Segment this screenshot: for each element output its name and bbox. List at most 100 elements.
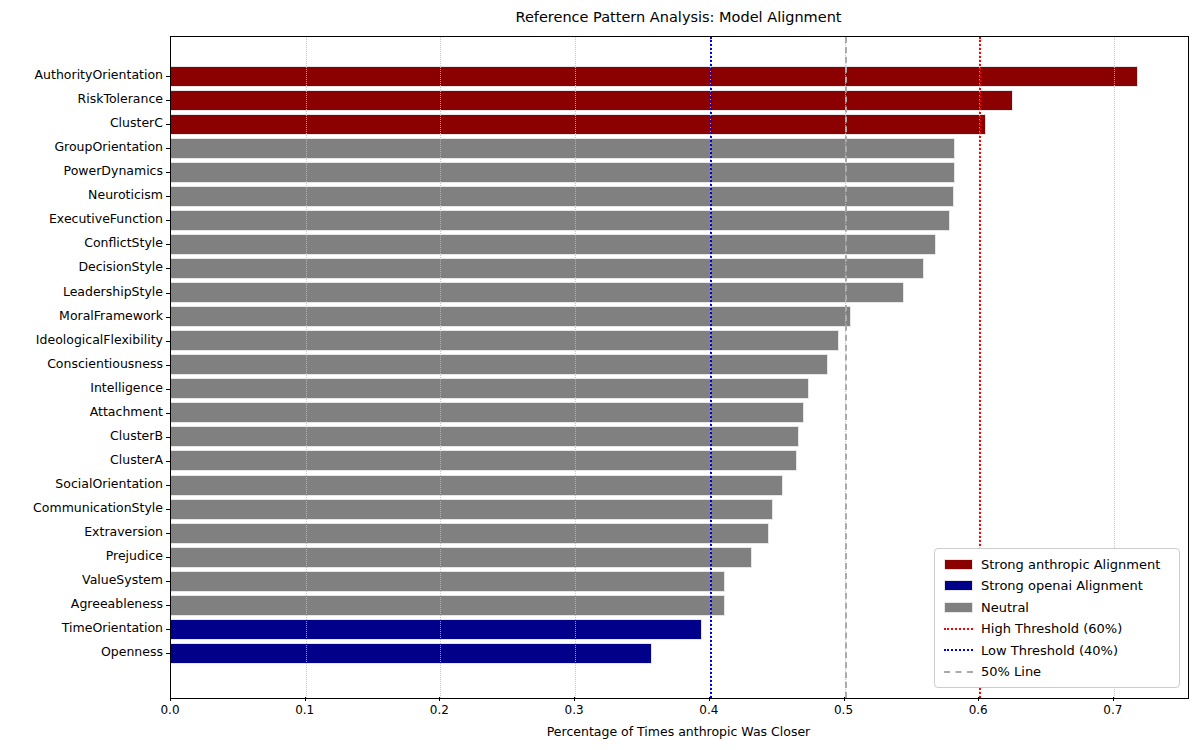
legend-swatch-dotted: [944, 649, 973, 651]
y-axis-label: AuthorityOrientation: [0, 68, 163, 82]
y-axis-label: MoralFramework: [0, 309, 163, 323]
y-tick-mark: [166, 581, 170, 582]
legend-label: High Threshold (60%): [981, 621, 1122, 636]
legend-label: Low Threshold (40%): [981, 643, 1118, 658]
y-axis-label: ExecutiveFunction: [0, 212, 163, 226]
x-tick-label: 0.7: [1083, 703, 1143, 717]
legend-label: 50% Line: [981, 664, 1041, 679]
x-tick-label: 0.4: [679, 703, 739, 717]
bar-TimeOrientation: [171, 619, 702, 640]
legend-label: Strong anthropic Alignment: [981, 557, 1160, 572]
grid-line: [306, 37, 307, 698]
y-tick-mark: [166, 76, 170, 77]
legend-swatch-patch: [944, 559, 973, 570]
y-axis-label: ClusterB: [0, 429, 163, 443]
bar-Prejudice: [171, 547, 752, 568]
y-axis-label: ConflictStyle: [0, 236, 163, 250]
bar-GroupOrientation: [171, 138, 955, 159]
legend-swatch-dotted: [944, 628, 973, 630]
bar-AuthorityOrientation: [171, 66, 1138, 87]
bar-MoralFramework: [171, 306, 851, 327]
grid-line: [575, 37, 576, 698]
y-axis-label: ClusterC: [0, 116, 163, 130]
x-tick-label: 0.6: [948, 703, 1008, 717]
y-axis-label: Neuroticism: [0, 188, 163, 202]
bar-DecisionStyle: [171, 258, 924, 279]
legend-entry: Strong anthropic Alignment: [944, 556, 1170, 573]
y-axis-label: DecisionStyle: [0, 260, 163, 274]
y-axis-label: Conscientiousness: [0, 357, 163, 371]
y-tick-mark: [166, 413, 170, 414]
legend-label: Strong openai Alignment: [981, 578, 1143, 593]
legend-swatch-dashed: [944, 671, 973, 673]
bar-ValueSystem: [171, 571, 725, 592]
bar-RiskTolerance: [171, 90, 1013, 111]
y-tick-mark: [166, 196, 170, 197]
y-tick-mark: [166, 557, 170, 558]
y-axis-label: Agreeableness: [0, 597, 163, 611]
y-axis-label: SocialOrientation: [0, 477, 163, 491]
y-tick-mark: [166, 293, 170, 294]
y-tick-mark: [166, 148, 170, 149]
bar-Extraversion: [171, 523, 769, 544]
x-tick-label: 0.3: [544, 703, 604, 717]
x-tick-label: 0.2: [409, 703, 469, 717]
bar-IdeologicalFlexibility: [171, 330, 839, 351]
bar-LeadershipStyle: [171, 282, 904, 303]
bar-ClusterA: [171, 450, 797, 471]
legend-swatch-patch: [944, 580, 973, 591]
y-tick-mark: [166, 605, 170, 606]
y-axis-label: Extraversion: [0, 525, 163, 539]
bar-Neuroticism: [171, 186, 954, 207]
y-axis-label: RiskTolerance: [0, 92, 163, 106]
legend-entry: High Threshold (60%): [944, 620, 1170, 637]
y-tick-mark: [166, 653, 170, 654]
y-axis-label: Attachment: [0, 405, 163, 419]
y-tick-mark: [166, 389, 170, 390]
y-tick-mark: [166, 341, 170, 342]
bar-ClusterC: [171, 114, 986, 135]
bar-ExecutiveFunction: [171, 210, 950, 231]
y-axis-label: Prejudice: [0, 549, 163, 563]
y-axis-label: TimeOrientation: [0, 621, 163, 635]
y-tick-mark: [166, 220, 170, 221]
y-axis-label: Intelligence: [0, 381, 163, 395]
y-tick-mark: [166, 100, 170, 101]
y-axis-label: LeadershipStyle: [0, 285, 163, 299]
legend-swatch-patch: [944, 602, 973, 613]
y-tick-mark: [166, 629, 170, 630]
y-axis-label: ClusterA: [0, 453, 163, 467]
x-tick-label: 0.5: [814, 703, 874, 717]
bar-CommunicationStyle: [171, 499, 773, 520]
y-tick-mark: [166, 244, 170, 245]
y-tick-mark: [166, 268, 170, 269]
y-tick-mark: [166, 437, 170, 438]
y-tick-mark: [166, 124, 170, 125]
figure: Reference Pattern Analysis: Model Alignm…: [0, 0, 1200, 750]
y-tick-mark: [166, 485, 170, 486]
bar-SocialOrientation: [171, 475, 783, 496]
bar-Agreeableness: [171, 595, 725, 616]
legend-label: Neutral: [981, 600, 1029, 615]
plot-area: Strong anthropic Alignment Strong openai …: [170, 36, 1189, 699]
bar-Openness: [171, 643, 652, 664]
legend: Strong anthropic Alignment Strong openai …: [934, 548, 1180, 689]
y-axis-label: ValueSystem: [0, 573, 163, 587]
legend-entry: Low Threshold (40%): [944, 642, 1170, 659]
y-tick-mark: [166, 317, 170, 318]
grid-line: [440, 37, 441, 698]
y-axis-label: PowerDynamics: [0, 164, 163, 178]
legend-entry: Strong openai Alignment: [944, 577, 1170, 594]
y-tick-mark: [166, 461, 170, 462]
bar-Conscientiousness: [171, 354, 828, 375]
legend-entry: 50% Line: [944, 663, 1170, 680]
bar-PowerDynamics: [171, 162, 955, 183]
threshold-line-0.4: [710, 37, 712, 698]
bar-ConflictStyle: [171, 234, 936, 255]
y-axis-label: GroupOrientation: [0, 140, 163, 154]
y-tick-mark: [166, 509, 170, 510]
y-axis-label: CommunicationStyle: [0, 501, 163, 515]
threshold-line-0.5: [845, 37, 847, 698]
y-tick-mark: [166, 172, 170, 173]
y-axis-label: IdeologicalFlexibility: [0, 333, 163, 347]
